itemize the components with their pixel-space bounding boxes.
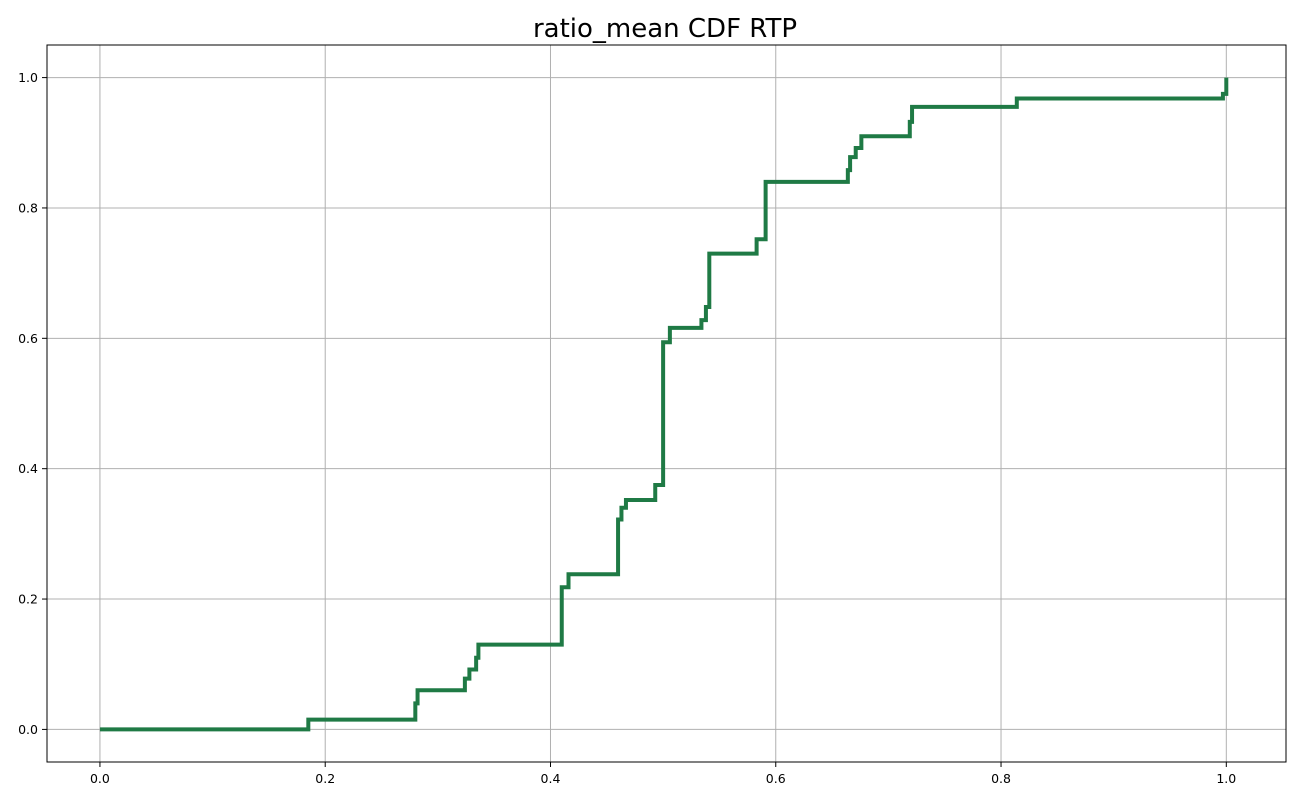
y-tick-label: 1.0 [18, 70, 38, 85]
axes-frame [46, 44, 1287, 763]
y-tick-label: 0.2 [18, 592, 38, 607]
y-tick-label: 0.0 [18, 722, 38, 737]
chart-title: ratio_mean CDF RTP [533, 14, 797, 44]
y-tick-label: 0.8 [18, 200, 38, 215]
grid-lines [47, 45, 1286, 762]
x-tick-label: 0.6 [766, 771, 786, 786]
cdf-series-line [99, 77, 1229, 732]
plot-series [99, 77, 1229, 732]
y-tick-label: 0.4 [18, 461, 38, 476]
x-tick-label: 0.0 [90, 771, 110, 786]
y-tick-label: 0.6 [18, 331, 38, 346]
x-tick-label: 0.2 [315, 771, 335, 786]
x-tick-label: 0.8 [991, 771, 1011, 786]
axis-ticks: 0.0 0.2 0.4 0.6 0.8 1.0 0.0 0.2 0.4 0.6 0.8 1.0 [18, 70, 1236, 786]
x-tick-label: 1.0 [1216, 771, 1236, 786]
x-tick-label: 0.4 [541, 771, 561, 786]
